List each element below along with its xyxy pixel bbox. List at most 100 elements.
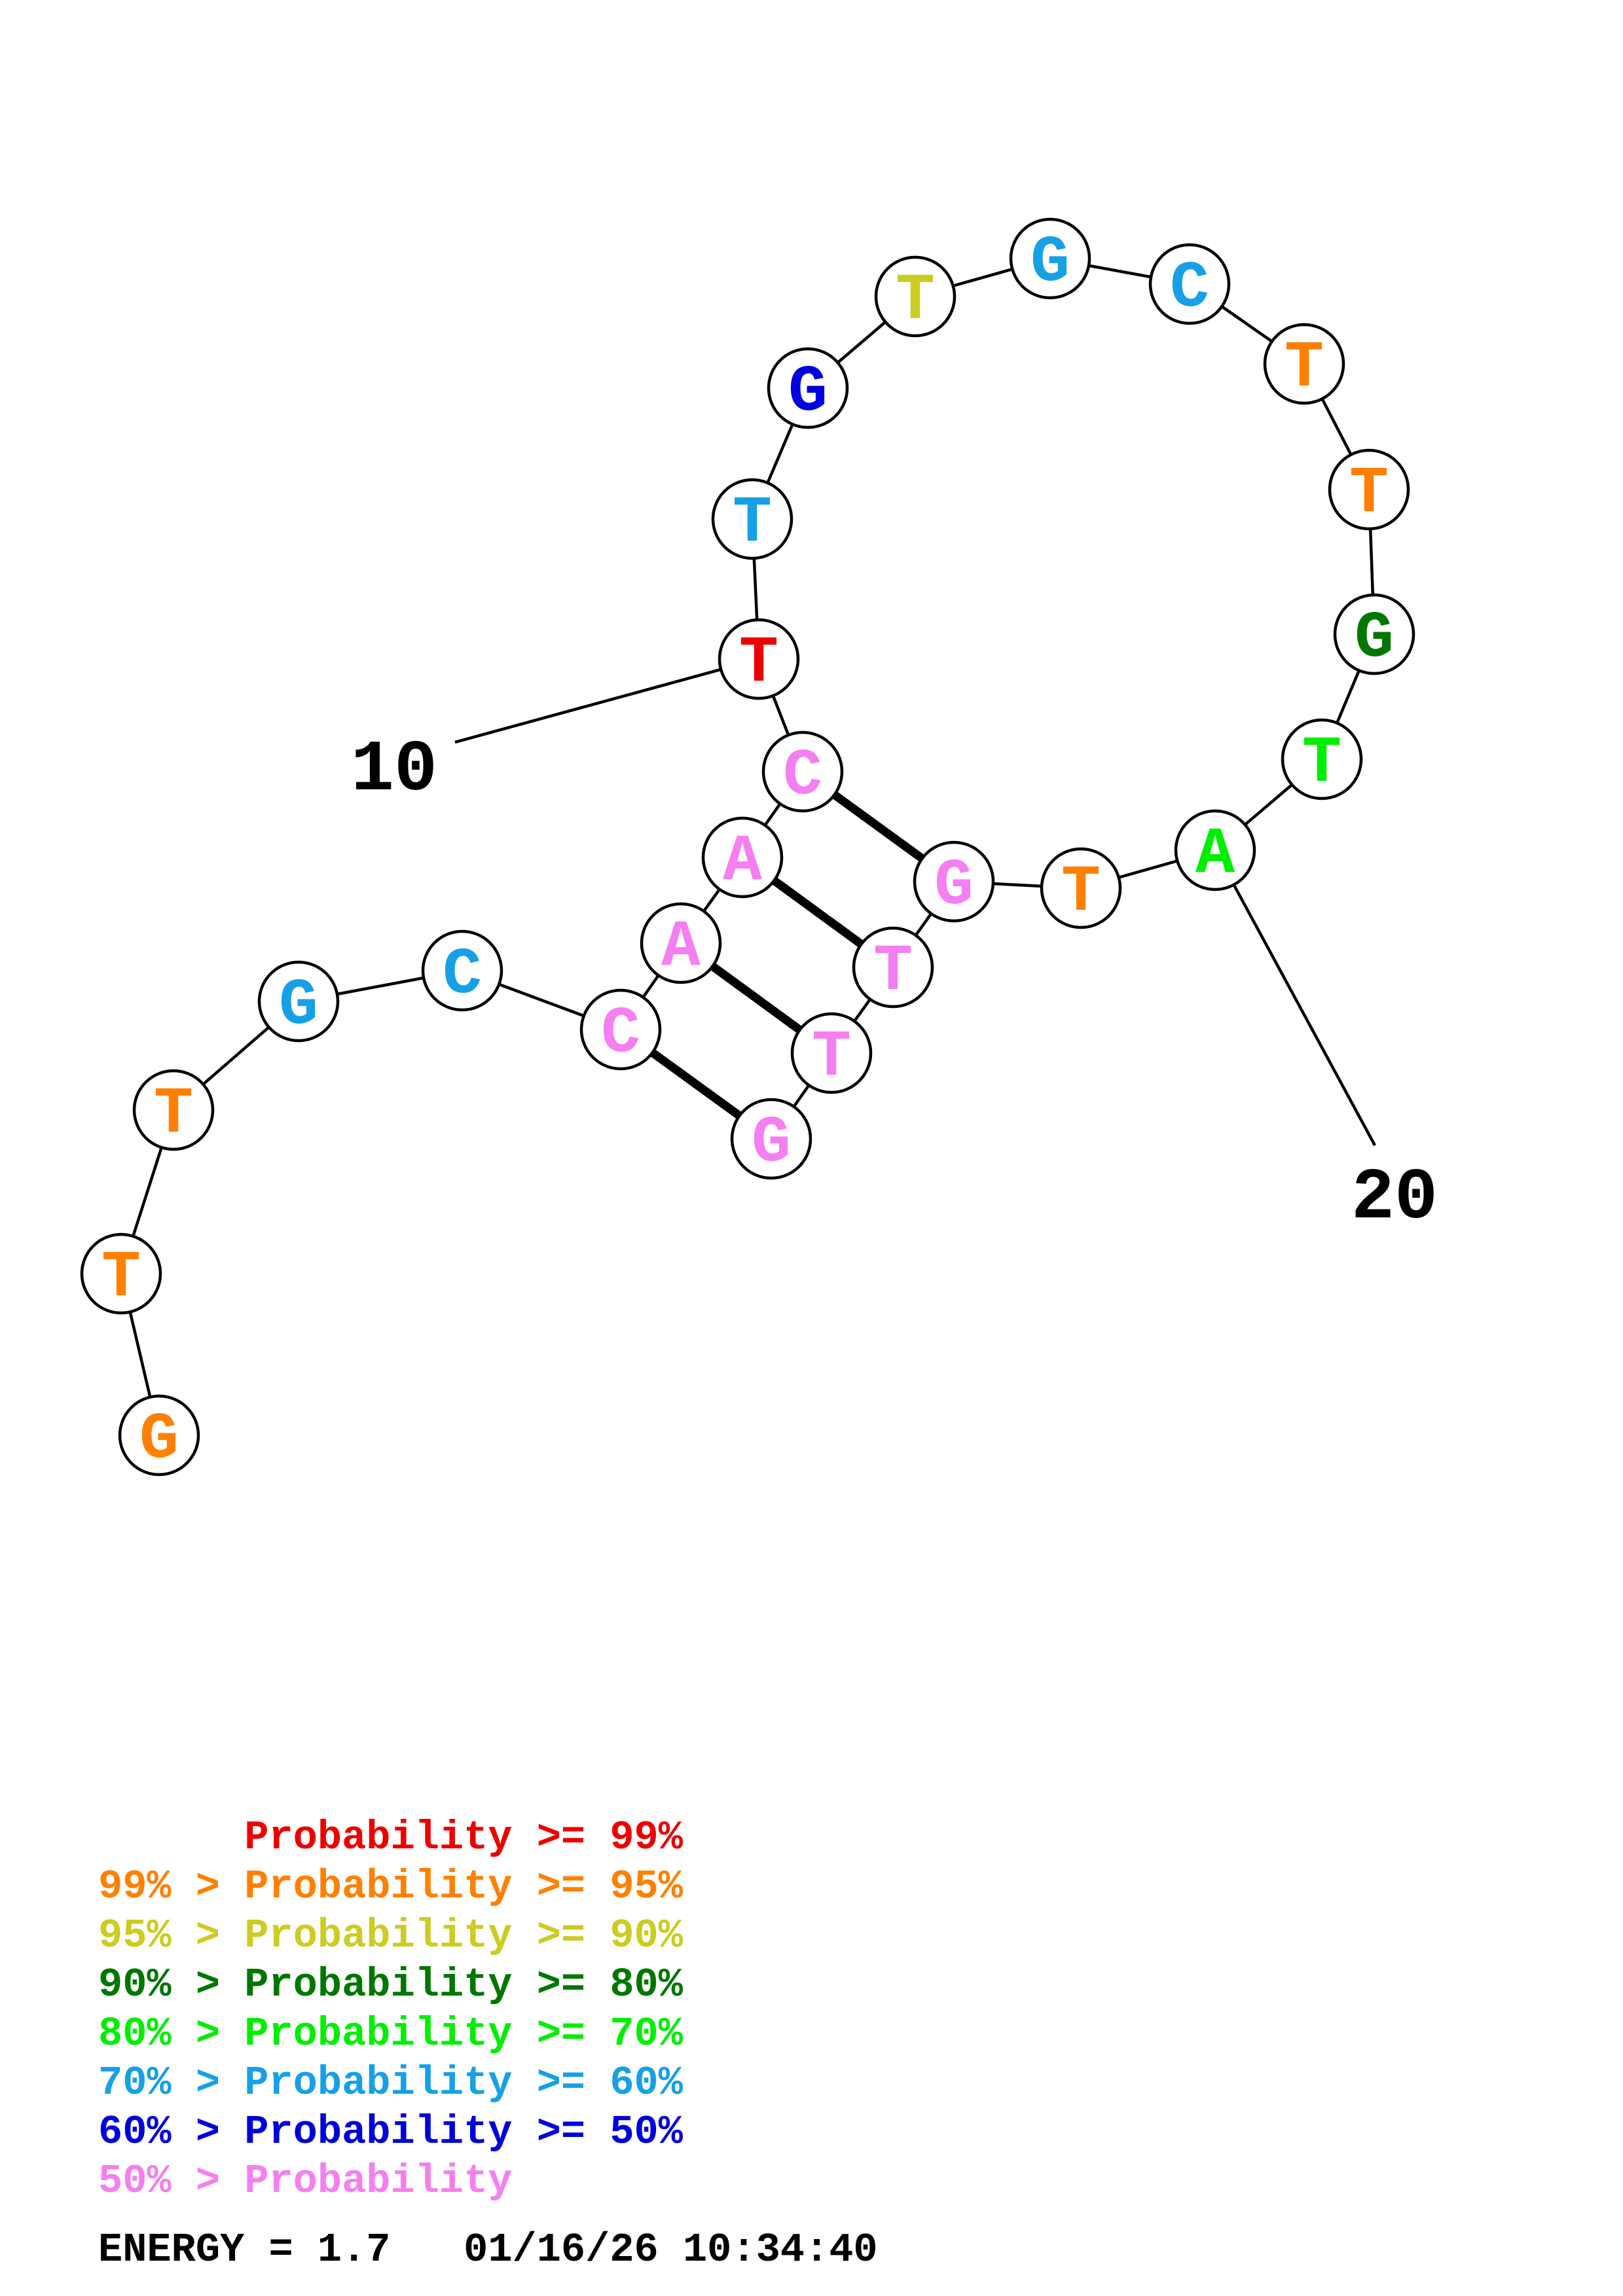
nucleotide: A [640,902,722,985]
legend-label: Probability >= 99% [244,1814,683,1861]
nucleotide: G [257,960,340,1043]
nucleotide-letter: T [1302,727,1341,801]
nucleotide: A [701,816,784,899]
legend-row: 80% > Probability >= 70% [98,2009,683,2058]
nucleotide-letter: T [1285,332,1324,406]
nucleotide-letter: T [896,264,935,338]
nucleotide-circle [118,1394,200,1477]
nucleotide: T [1263,323,1345,406]
nucleotide-circle [874,255,957,338]
nucleotide-letter: T [739,627,778,701]
legend-label: Probability >= 50% [244,2109,683,2155]
nucleotide: T [1328,448,1410,531]
nucleotide-letter: C [443,939,482,1013]
nucleotide-letter: C [601,997,640,1071]
nucleotide-circle [579,988,662,1071]
nucleotide-circle [1040,847,1122,929]
nucleotide: G [1333,593,1415,676]
nucleotide: G [1009,217,1091,300]
position-tick-layer: 10 20 [351,657,1438,1240]
nucleotide: G [118,1394,200,1477]
legend-row: 70% > Probability >= 60% [98,2058,683,2108]
nucleotide: A [1174,809,1256,892]
legend-prefix: 50% > [98,2158,245,2204]
nucleotide-circle [1174,809,1256,891]
nucleotide: C [421,929,503,1013]
nucleotide-circle [1009,217,1091,300]
nucleotide-letter: T [873,935,913,1009]
nucleotide: C [761,730,844,814]
nucleotide: T [1040,847,1122,930]
energy-footer: ENERGY = 1.7 01/16/26 10:34:40 [98,2227,878,2273]
legend-row: 95% > Probability >= 90% [98,1911,683,1960]
nucleotide-circle [1333,593,1415,675]
nucleotide-circle [711,478,793,560]
nucleotide: T [790,1012,873,1095]
legend-prefix: 70% > [98,2060,245,2106]
legend-prefix [98,1814,244,1861]
nucleotide-circle [852,926,934,1009]
legend-row: 99% > Probability >= 95% [98,1862,683,1911]
legend-prefix: 60% > [98,2109,245,2155]
legend-label: Probability >= 60% [244,2060,683,2106]
nucleotide: T [718,618,800,701]
nucleotide-letter: A [723,825,763,899]
legend-prefix: 95% > [98,1912,245,1959]
legend-row: 50% > Probability [98,2157,683,2206]
nucleotide-letter: T [733,487,772,561]
nucleotide: G [913,840,995,924]
nucleotide: T [80,1232,162,1316]
timestamp: 01/16/26 10:34:40 [464,2227,878,2273]
position-label: 10 [351,730,437,812]
nucleotide-circle [80,1232,162,1315]
legend-label: Probability [244,2158,513,2204]
nucleotide: G [730,1098,812,1181]
nucleotide-letter: T [154,1078,193,1152]
position-label: 20 [1351,1158,1438,1240]
nucleotide: T [711,478,793,561]
position-tick-line [1214,849,1376,1147]
probability-color-legend: Probability >= 99% 99% > Probability >= 9… [98,1813,683,2206]
nucleotide: T [1281,718,1363,801]
nucleotide-letter: T [101,1242,141,1316]
nucleotide-letter: G [752,1107,791,1181]
nucleotide-letter: G [1030,226,1070,300]
legend-label: Probability >= 95% [244,1863,683,1910]
nucleotide-circle [718,618,800,700]
nucleotide-letter: G [934,850,974,924]
legend-label: Probability >= 80% [244,1962,683,2008]
nucleotide-letter: G [788,356,828,430]
nucleotide-circle [1148,243,1231,325]
nucleotide-circle [767,347,849,429]
nucleotide-circle [913,840,995,923]
nucleotide-circle [257,960,340,1043]
nucleotide-circle [132,1069,215,1151]
nucleotide-circle [640,902,722,984]
nucleotide-letter: T [1061,856,1101,930]
nucleotide: C [1148,243,1231,326]
legend-prefix: 90% > [98,1962,245,2008]
legend-label: Probability >= 90% [244,1912,683,1959]
nucleotide-letter: A [1195,818,1235,892]
legend-row: 90% > Probability >= 80% [98,1960,683,2009]
nucleotide-letter: G [139,1403,179,1477]
nucleotide: T [852,926,934,1009]
nucleotide: T [132,1069,215,1152]
nucleotide-letter: A [661,911,701,985]
nucleotide-circle [1263,323,1345,405]
nucleotide-letter: G [279,969,318,1043]
nucleotide-letter: C [1170,252,1209,326]
nucleotide-circle [701,816,784,899]
legend-row: 60% > Probability >= 50% [98,2108,683,2157]
nucleotide-letter: T [1349,457,1389,531]
nucleotide-circle [730,1098,812,1180]
nucleotide-letter: G [1355,602,1394,676]
nucleotide-letter: T [812,1021,851,1095]
nucleotide-circle [421,929,503,1012]
legend-label: Probability >= 70% [244,2011,683,2057]
nucleotide: C [579,988,662,1071]
nucleotide-letter: C [783,740,822,814]
legend-prefix: 99% > [98,1863,245,1910]
